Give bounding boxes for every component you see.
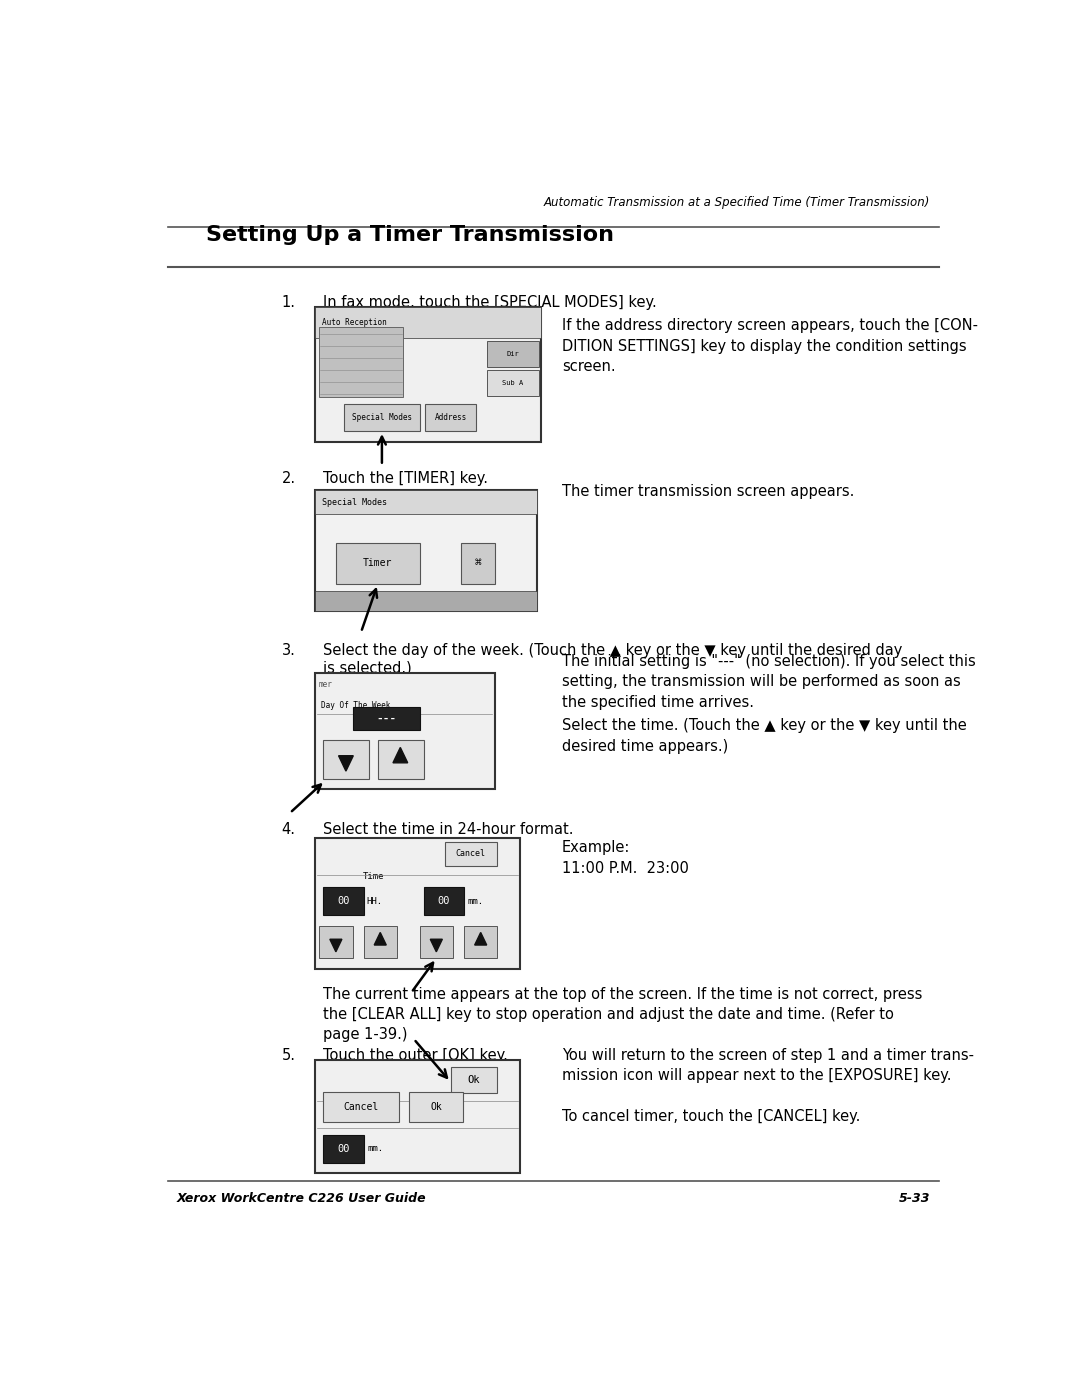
Text: ---: --- (376, 714, 396, 724)
Bar (315, 1060, 521, 1173)
Polygon shape (430, 939, 443, 951)
Bar (315, 307, 541, 338)
Bar (486, 370, 539, 395)
Text: Auto Reception: Auto Reception (322, 319, 387, 327)
Bar (378, 740, 423, 778)
Text: Select the time. (Touch the ▲ key or the ▼ key until the
desired time appears.): Select the time. (Touch the ▲ key or the… (562, 718, 967, 754)
Text: Xerox WorkCentre C226 User Guide: Xerox WorkCentre C226 User Guide (177, 1192, 427, 1204)
Text: Sub A: Sub A (502, 380, 523, 386)
Text: ⌘: ⌘ (475, 559, 482, 569)
Text: 00: 00 (337, 897, 350, 907)
Polygon shape (374, 932, 387, 944)
Bar (320, 327, 403, 397)
Text: Special Modes: Special Modes (322, 497, 387, 507)
Text: Address: Address (434, 414, 467, 422)
Text: Time: Time (363, 872, 384, 882)
Text: Ok: Ok (468, 1074, 480, 1085)
Text: 00: 00 (437, 897, 450, 907)
Bar (323, 740, 369, 778)
Text: mer: mer (319, 680, 333, 689)
Text: Touch the [TIMER] key.: Touch the [TIMER] key. (323, 471, 488, 486)
Text: The initial setting is "---" (no selection). If you select this
setting, the tra: The initial setting is "---" (no selecti… (562, 654, 975, 710)
Bar (450, 1067, 497, 1092)
Text: 4.: 4. (282, 821, 296, 837)
Bar (352, 707, 420, 731)
Text: Select the time in 24-hour format.: Select the time in 24-hour format. (323, 821, 573, 837)
Bar (315, 490, 537, 514)
Bar (315, 307, 541, 441)
Text: In fax mode, touch the [SPECIAL MODES] key.: In fax mode, touch the [SPECIAL MODES] k… (323, 295, 657, 310)
Polygon shape (474, 932, 487, 944)
Text: 2.: 2. (282, 471, 296, 486)
Bar (315, 673, 495, 789)
Text: Day Of The Week: Day Of The Week (321, 701, 390, 710)
Bar (423, 887, 464, 915)
Text: 1.: 1. (282, 295, 296, 310)
Bar (445, 842, 497, 866)
Bar (315, 591, 537, 610)
Text: 3.: 3. (282, 643, 295, 658)
Bar (486, 341, 539, 366)
Bar (426, 404, 475, 432)
Text: mm.: mm. (367, 1144, 383, 1153)
Text: 5.: 5. (282, 1048, 296, 1063)
Polygon shape (338, 756, 353, 771)
Bar (345, 404, 419, 432)
Text: Select the day of the week. (Touch the ▲ key or the ▼ key until the desired day: Select the day of the week. (Touch the ▲… (323, 643, 903, 658)
Text: The timer transmission screen appears.: The timer transmission screen appears. (562, 483, 854, 499)
Text: Setting Up a Timer Transmission: Setting Up a Timer Transmission (206, 225, 615, 244)
Text: The current time appears at the top of the screen. If the time is not correct, p: The current time appears at the top of t… (323, 988, 922, 1042)
Bar (419, 926, 454, 958)
Bar (364, 926, 397, 958)
Text: You will return to the screen of step 1 and a timer trans-
mission icon will app: You will return to the screen of step 1 … (562, 1048, 974, 1123)
Bar (315, 838, 521, 970)
Text: 00: 00 (337, 1144, 350, 1154)
Text: HH.: HH. (367, 897, 383, 905)
Bar (320, 926, 352, 958)
Bar (323, 887, 364, 915)
Bar (461, 543, 495, 584)
Bar (315, 490, 537, 610)
Text: Cancel: Cancel (343, 1102, 379, 1112)
Text: Touch the outer [OK] key.: Touch the outer [OK] key. (323, 1048, 509, 1063)
Text: Special Modes: Special Modes (352, 414, 411, 422)
Bar (336, 543, 419, 584)
Text: 5-33: 5-33 (899, 1192, 930, 1204)
Polygon shape (329, 939, 342, 951)
Text: is selected.): is selected.) (323, 661, 413, 675)
Polygon shape (393, 747, 407, 763)
Text: Example:
11:00 P.M.  23:00: Example: 11:00 P.M. 23:00 (562, 840, 689, 876)
Text: Cancel: Cancel (456, 849, 486, 858)
Text: Ok: Ok (430, 1102, 442, 1112)
Bar (323, 1091, 399, 1122)
Text: mm.: mm. (468, 897, 484, 905)
Text: Dir: Dir (507, 351, 518, 356)
Bar (408, 1091, 463, 1122)
Bar (323, 1134, 364, 1162)
Text: Timer: Timer (363, 559, 392, 569)
Text: If the address directory screen appears, touch the [CON-
DITION SETTINGS] key to: If the address directory screen appears,… (562, 319, 977, 374)
Bar (464, 926, 498, 958)
Text: Automatic Transmission at a Specified Time (Timer Transmission): Automatic Transmission at a Specified Ti… (543, 196, 930, 208)
